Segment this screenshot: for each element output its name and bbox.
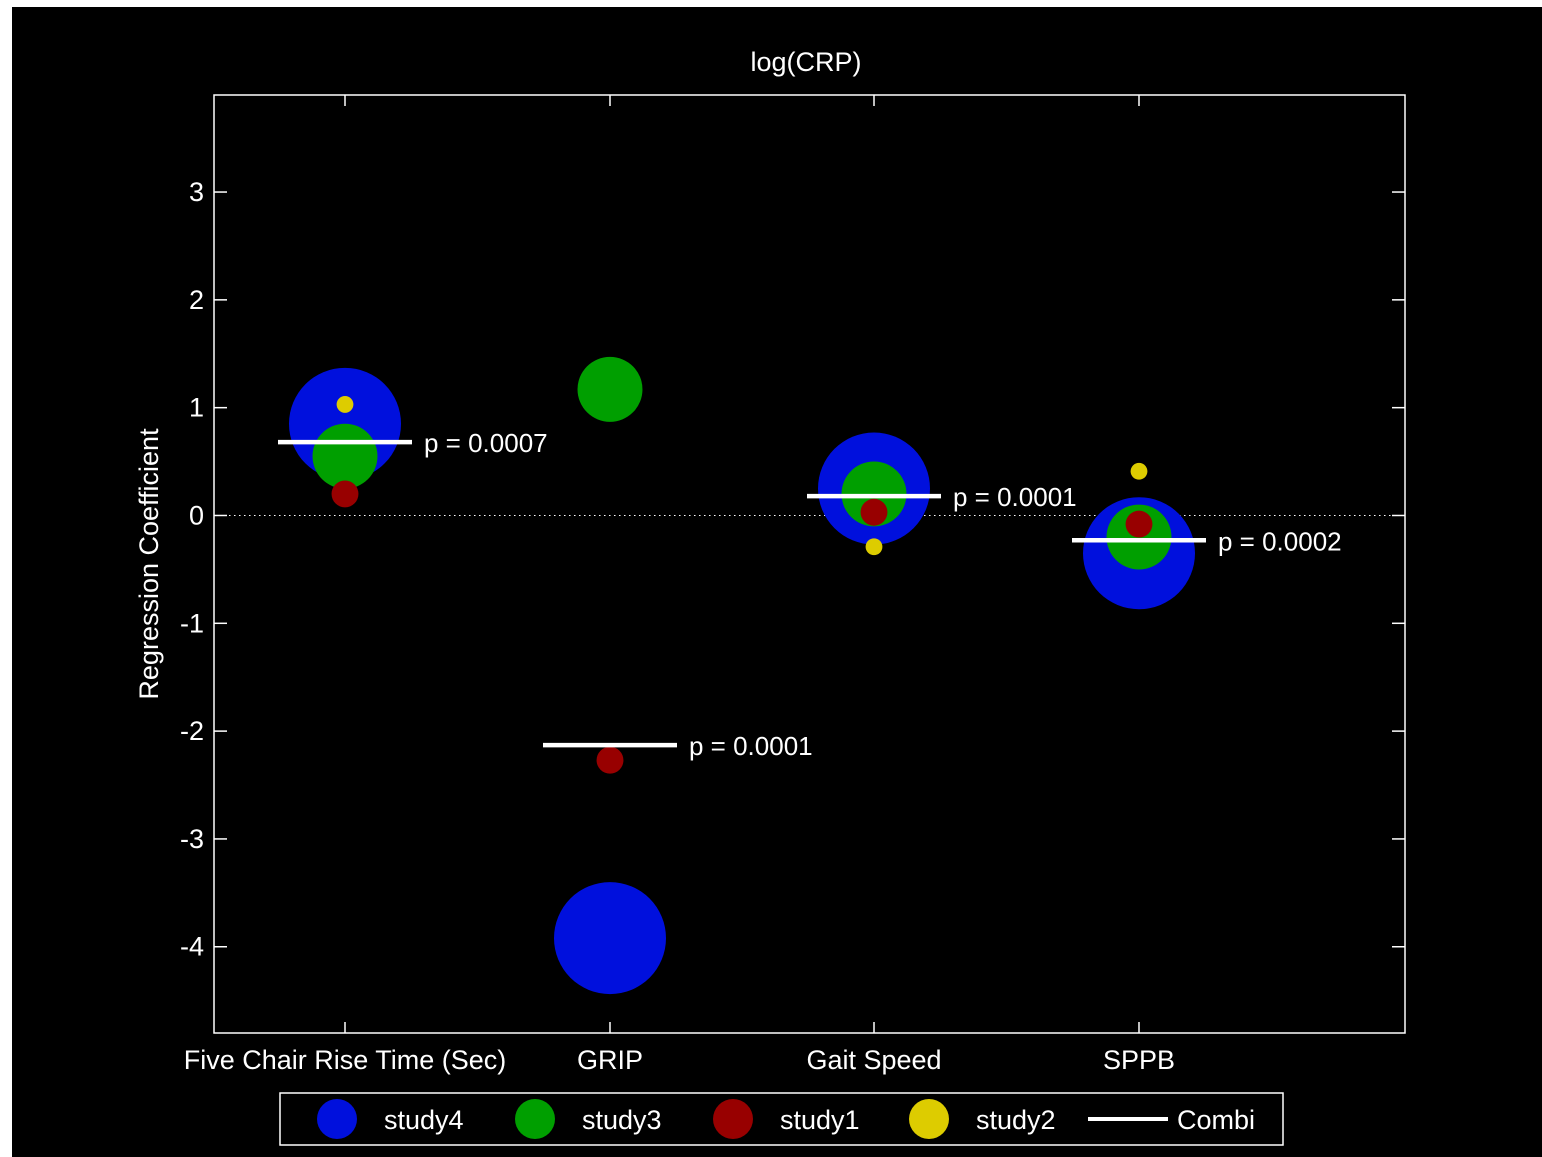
bubble-study1 <box>860 498 888 526</box>
chart-title: log(CRP) <box>750 47 861 77</box>
p-value-label: p = 0.0007 <box>424 428 548 458</box>
bubble-study2 <box>1130 462 1148 480</box>
legend-label-combi: Combi <box>1177 1105 1255 1135</box>
bubble-chart: log(CRP) Regression Coefficient -4 -3 -2 -1… <box>134 47 1406 1146</box>
y-tick-label: -2 <box>180 716 204 746</box>
x-category-label: GRIP <box>577 1045 643 1075</box>
y-tick-label: 0 <box>189 500 204 530</box>
bubble-study1 <box>1125 510 1153 538</box>
legend-marker-study1 <box>713 1099 753 1139</box>
axes-box <box>213 94 1406 1034</box>
legend: study4 study3 study1 study2 Combi <box>279 1092 1284 1146</box>
bubble-study2 <box>336 396 354 413</box>
y-tick-label: -1 <box>180 608 204 638</box>
y-tick-label: -4 <box>180 932 204 962</box>
legend-marker-study2 <box>909 1099 949 1139</box>
y-axis-label: Regression Coefficient <box>134 428 164 700</box>
legend-label-study3: study3 <box>582 1105 662 1135</box>
p-value-label: p = 0.0001 <box>953 482 1077 512</box>
legend-label-study1: study1 <box>780 1105 860 1135</box>
bubble-study3 <box>312 423 378 489</box>
bubble-study1 <box>596 746 624 774</box>
bubble-study3 <box>577 356 643 422</box>
legend-label-study2: study2 <box>976 1105 1056 1135</box>
y-tick-label: -3 <box>180 824 204 854</box>
bubble-study2 <box>865 538 883 556</box>
p-value-label: p = 0.0001 <box>689 731 813 761</box>
legend-label-study4: study4 <box>384 1105 464 1135</box>
bubble-study4 <box>554 882 666 995</box>
y-tick-label: 1 <box>189 393 204 423</box>
figure-background: log(CRP) Regression Coefficient -4 -3 -2 -1… <box>12 7 1542 1157</box>
x-category-label: SPPB <box>1103 1045 1175 1075</box>
y-tick-label: 2 <box>189 285 204 315</box>
legend-marker-study4 <box>317 1099 357 1139</box>
p-value-label: p = 0.0002 <box>1218 526 1342 556</box>
x-category-label: Gait Speed <box>806 1045 941 1075</box>
plot-area: -4 -3 -2 -1 0 1 2 3 Five Chair Rise Time (Sec) GR… <box>180 94 1406 1075</box>
bubble-study1 <box>331 480 359 508</box>
y-tick-label: 3 <box>189 177 204 207</box>
x-category-label: Five Chair Rise Time (Sec) <box>184 1045 507 1075</box>
legend-marker-study3 <box>515 1099 555 1139</box>
